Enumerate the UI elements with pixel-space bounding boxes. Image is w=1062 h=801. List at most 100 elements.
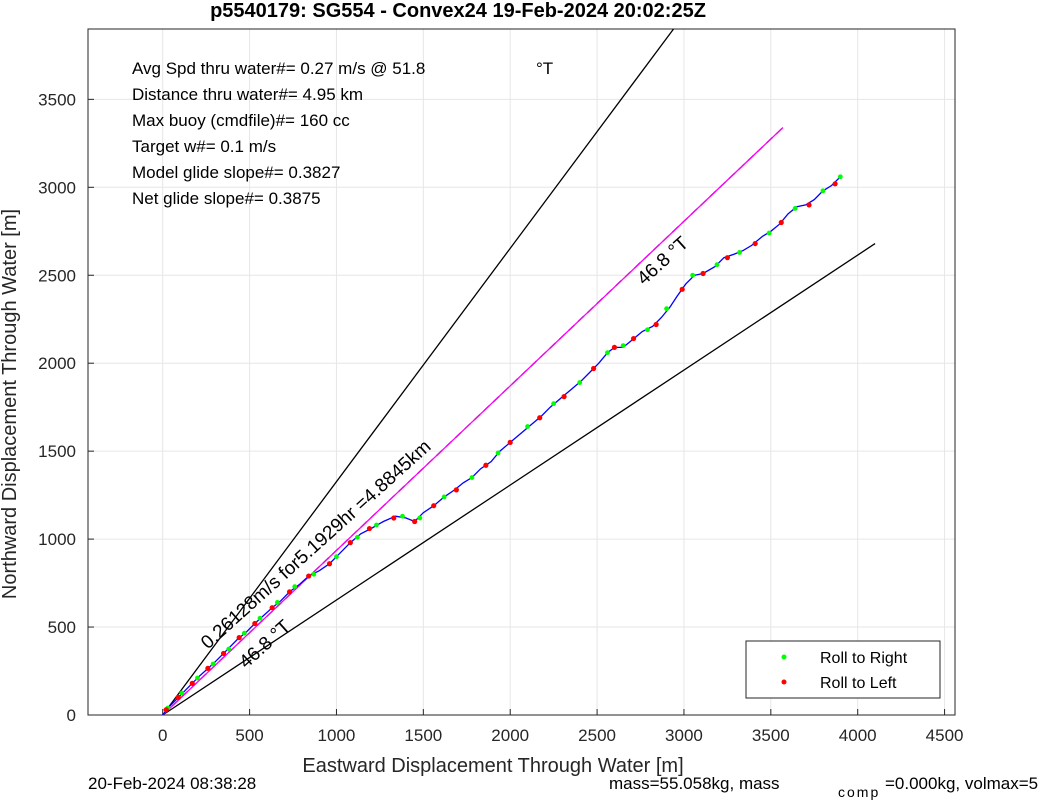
glider-track — [162, 176, 841, 716]
roll-right-point — [226, 646, 232, 652]
roll-left-point — [286, 589, 293, 595]
roll-left-point — [412, 518, 418, 525]
roll-left-markers — [163, 181, 838, 713]
roll-right-point — [257, 615, 263, 621]
x-tick-label: 0 — [158, 726, 167, 745]
roll-left-point — [163, 707, 169, 713]
roll-left-point — [611, 344, 618, 350]
roll-right-point — [400, 513, 405, 519]
y-tick-label: 3500 — [38, 90, 76, 109]
roll-right-point — [179, 690, 185, 696]
roll-left-point — [679, 286, 685, 292]
info-line: Max buoy (cmdfile)#= 160 cc — [132, 111, 350, 130]
roll-right-point — [469, 475, 475, 480]
x-tick-label: 1500 — [404, 726, 442, 745]
roll-left-point — [700, 270, 706, 277]
roll-left-point — [653, 321, 659, 328]
info-line: Avg Spd thru water#= 0.27 m/s @ 51.8 — [132, 59, 425, 78]
roll-right-point — [495, 450, 501, 456]
roll-right-point — [714, 262, 720, 268]
roll-left-point — [252, 620, 258, 627]
roll-right-point — [690, 272, 696, 278]
roll-right-point — [645, 327, 650, 333]
y-axis-label: Northward Displacement Through Water [m] — [0, 209, 21, 599]
roll-right-point — [292, 584, 298, 589]
reference-line — [162, 243, 876, 716]
y-tick-label: 0 — [67, 706, 76, 725]
legend-marker-roll-right — [781, 654, 787, 660]
legend-label-roll-left: Roll to Left — [820, 675, 897, 692]
roll-left-point — [220, 650, 227, 657]
roll-left-point — [453, 487, 459, 493]
info-unit: °T — [536, 59, 553, 78]
info-line: Model glide slope#= 0.3827 — [132, 163, 340, 182]
roll-right-point — [664, 306, 669, 312]
roll-right-point — [354, 534, 360, 540]
x-tick-label: 3500 — [752, 726, 790, 745]
roll-right-point — [620, 343, 626, 349]
tick-labels: 0 500 1000 1500 2000 2500 3000 3500 4000 4500 0 500… — [38, 90, 963, 745]
roll-right-point — [766, 230, 772, 236]
roll-left-point — [724, 255, 730, 261]
plot-area — [87, 28, 956, 716]
reference-line — [162, 127, 784, 716]
roll-right-point — [274, 600, 280, 605]
roll-left-point — [832, 181, 838, 187]
track-line — [162, 176, 841, 716]
roll-right-point — [195, 675, 200, 681]
roll-right-point — [417, 515, 423, 521]
roll-left-point — [347, 540, 353, 546]
roll-right-point — [792, 206, 798, 211]
roll-left-point — [537, 415, 543, 421]
y-tick-label: 3000 — [38, 178, 76, 197]
roll-left-point — [483, 462, 489, 468]
roll-right-point — [210, 661, 216, 667]
roll-right-point — [605, 350, 610, 356]
roll-right-point — [820, 188, 826, 194]
roll-right-point — [577, 380, 583, 385]
y-tick-label: 2500 — [38, 266, 76, 285]
roll-left-point — [366, 525, 373, 532]
info-text: Avg Spd thru water#= 0.27 m/s @ 51.8 Dist… — [132, 59, 425, 208]
roll-right-point — [374, 522, 379, 528]
footer-comp: =0.000kg, volmax=5 — [885, 774, 1038, 793]
y-tick-label: 2000 — [38, 354, 76, 373]
roll-right-point — [334, 554, 339, 560]
y-tick-label: 1000 — [38, 530, 76, 549]
roll-left-point — [269, 605, 275, 611]
x-axis-label: Eastward Displacement Through Water [m] — [302, 755, 683, 777]
roll-left-point — [561, 394, 567, 400]
roll-left-point — [175, 694, 181, 701]
footer-date: 20-Feb-2024 08:38:28 — [88, 774, 256, 793]
roll-left-point — [391, 515, 397, 521]
reference-lines — [162, 28, 876, 716]
x-tick-label: 2500 — [578, 726, 616, 745]
roll-left-point — [507, 439, 513, 445]
roll-left-point — [431, 503, 437, 509]
legend-marker-roll-left — [781, 679, 787, 685]
roll-left-point — [806, 202, 812, 208]
legend-box — [745, 640, 941, 699]
roll-left-point — [236, 635, 242, 641]
footer-mass: mass=55.058kg, mass — [609, 774, 780, 793]
roll-right-point — [837, 174, 843, 180]
x-tick-label: 1000 — [318, 726, 356, 745]
roll-left-point — [778, 219, 784, 226]
roll-left-point — [591, 365, 597, 372]
roll-left-point — [630, 335, 637, 342]
x-tick-label: 3000 — [665, 726, 703, 745]
roll-left-point — [205, 665, 211, 671]
roll-right-point — [241, 630, 247, 636]
roll-right-point — [551, 401, 557, 407]
roll-left-point — [752, 240, 758, 247]
roll-left-point — [306, 573, 312, 579]
chart-title: p5540179: SG554 - Convex24 19-Feb-2024 2… — [210, 0, 706, 22]
info-line: Distance thru water#= 4.95 km — [132, 85, 363, 104]
info-line: Net glide slope#= 0.3875 — [132, 189, 321, 208]
x-tick-label: 4000 — [839, 726, 877, 745]
roll-left-point — [189, 680, 195, 686]
x-tick-label: 500 — [235, 726, 263, 745]
y-tick-label: 1500 — [38, 442, 76, 461]
roll-right-point — [441, 494, 447, 500]
